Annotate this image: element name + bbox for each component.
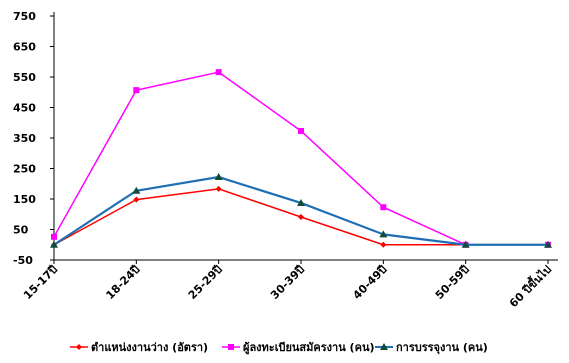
data-point-marker (215, 69, 222, 76)
y-tick-label: 350 (13, 132, 36, 145)
data-point-marker (380, 343, 388, 350)
data-point-marker (544, 240, 552, 248)
y-tick-label: 750 (13, 10, 36, 23)
data-point-marker (133, 87, 140, 94)
data-point-marker (76, 344, 82, 350)
x-tick-label: 18-24ปี (103, 263, 142, 302)
legend-label: ผู้ลงทะเบียนสมัครงาน (คน) (243, 341, 374, 355)
data-point-marker (214, 173, 223, 181)
data-point-marker (461, 240, 470, 248)
legend-item-1: ตำแหน่งงานว่าง (อัตรา) (70, 341, 208, 354)
x-tick-label: 25-29ปี (186, 263, 225, 302)
x-axis-ticks: 15-17ปี 18-24ปี 25-29ปี 30-39ปี 40-49ปี 50-59… (21, 260, 554, 310)
legend-item-3: การบรรจุงาน (คน) (375, 341, 488, 355)
data-point-marker (298, 127, 304, 134)
series-1 (51, 185, 551, 248)
y-tick-label: 450 (13, 102, 36, 115)
data-point-marker (215, 185, 222, 192)
data-point-marker (132, 186, 141, 194)
x-tick-label: 60 ปีขึ้นไป (506, 262, 555, 311)
series-line (53, 175, 548, 246)
data-point-marker (50, 240, 58, 248)
x-tick-label: 40-49ปี (350, 263, 389, 302)
series-3 (50, 173, 552, 248)
axes (53, 12, 558, 261)
data-point-marker (297, 198, 305, 206)
series-2 (51, 69, 551, 248)
y-tick-label: 150 (13, 193, 36, 206)
data-point-marker (380, 241, 387, 248)
x-tick-label: 50-59ปี (433, 263, 472, 302)
y-tick-label: 50 (13, 224, 29, 237)
x-tick-label: 15-17ปี (21, 263, 60, 302)
data-point-marker (298, 213, 304, 220)
data-point-marker (379, 230, 388, 238)
y-axis-ticks: -50 50 150 250 350 450 550 650 750 (13, 10, 54, 267)
y-tick-label: -50 (13, 254, 33, 267)
legend: ตำแหน่งงานว่าง (อัตรา) ผู้ลงทะเบียนสมัครง… (70, 341, 488, 355)
y-tick-label: 650 (13, 41, 36, 54)
data-point-marker (228, 344, 234, 350)
series-group (50, 69, 552, 248)
data-point-marker (51, 233, 57, 240)
legend-label: การบรรจุงาน (คน) (396, 341, 488, 355)
y-tick-label: 550 (13, 71, 36, 84)
y-tick-label: 250 (13, 163, 36, 176)
legend-item-2: ผู้ลงทะเบียนสมัครงาน (คน) (222, 341, 374, 355)
x-tick-label: 30-39ปี (268, 263, 307, 302)
data-point-marker (133, 196, 140, 203)
legend-label: ตำแหน่งงานว่าง (อัตรา) (91, 341, 208, 354)
data-point-marker (380, 204, 387, 211)
